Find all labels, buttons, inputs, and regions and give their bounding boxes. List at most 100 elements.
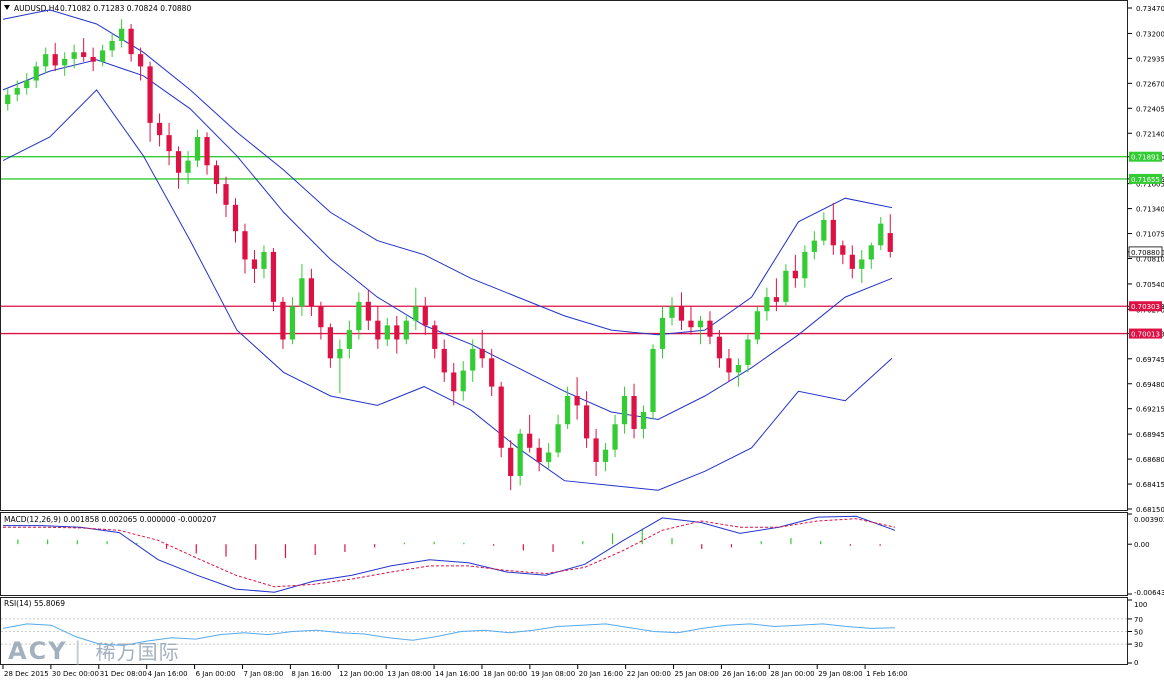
candle-body — [128, 28, 134, 55]
candle-body — [565, 395, 571, 425]
candle-body — [14, 88, 20, 95]
time-tick-label: 29 Jan 08:00 — [818, 670, 862, 678]
candle-body — [498, 386, 504, 448]
price-tick-label: 0.70540 — [1136, 281, 1164, 289]
bollinger-upper-line — [2, 9, 893, 336]
candle-body — [612, 424, 618, 450]
candle-body — [726, 358, 732, 373]
candle-body — [413, 306, 419, 321]
candle-body — [194, 137, 201, 161]
candle-body — [24, 80, 30, 89]
candle-body — [593, 438, 599, 462]
price-tick-label: 0.69745 — [1136, 356, 1164, 364]
candle-body — [346, 330, 352, 349]
macd-tick-label: 0.00 — [1134, 541, 1150, 549]
candle-body — [546, 452, 552, 462]
candle-body — [147, 66, 153, 123]
candle-body — [365, 301, 371, 321]
candle-body — [460, 370, 466, 392]
rsi-indicator — [1, 618, 1127, 646]
candle-body — [688, 320, 694, 328]
rsi-line — [2, 623, 896, 646]
time-tick-label: 19 Jan 08:00 — [531, 670, 575, 678]
candle-body — [327, 327, 333, 359]
candle-body — [318, 306, 324, 328]
candle-body — [631, 395, 637, 429]
candle-body — [716, 336, 723, 359]
price-tick-label: 0.68150 — [1136, 506, 1164, 514]
macd-indicator — [3, 515, 896, 593]
candle-body — [859, 259, 865, 269]
time-tick-label: 6 Jan 00:00 — [196, 670, 236, 678]
candle-body — [821, 219, 827, 241]
rsi-tick-label: 0 — [1134, 659, 1138, 667]
resistance-price-label: 0.71891 — [1131, 154, 1160, 162]
price-pane-header: AUDUSD,H4 0.71082 0.71283 0.70824 0.7088… — [4, 4, 191, 13]
rsi-tick-label: 70 — [1134, 616, 1143, 624]
candle-body — [602, 449, 609, 462]
time-tick-label: 25 Jan 08:00 — [675, 670, 719, 678]
candle-body — [432, 325, 438, 349]
candle-body — [289, 306, 296, 340]
candle-body — [840, 245, 846, 255]
candle-body — [802, 251, 808, 279]
time-tick-label: 1 Feb 16:00 — [866, 670, 907, 678]
symbol-label: AUDUSD,H4 — [14, 4, 59, 13]
time-tick-label: 7 Jan 08:00 — [243, 670, 283, 678]
broker-watermark: ACY | 稀万国际 — [8, 636, 180, 665]
price-tick-label: 0.72935 — [1136, 55, 1164, 63]
price-tick-label: 0.71605 — [1136, 181, 1164, 189]
candle-body — [232, 204, 239, 232]
candle-body — [470, 348, 476, 371]
price-tick-label: 0.68945 — [1136, 431, 1164, 439]
candle-body — [697, 320, 704, 328]
price-tick-label: 0.72140 — [1136, 130, 1164, 138]
candle-body — [830, 219, 836, 246]
candle-body — [109, 40, 115, 51]
horizontal-levels[interactable]: 0.71891 0.71655 0.70303 0.70013 0.70880 — [1, 151, 1163, 339]
candle-body — [299, 278, 305, 307]
watermark-cn: 稀万国际 — [95, 640, 180, 664]
candle-body — [849, 254, 855, 269]
watermark-brand: ACY — [8, 637, 68, 665]
time-tick-label: 8 Jan 16:00 — [291, 670, 331, 678]
support-price-box — [1129, 301, 1162, 312]
candle-body — [100, 50, 106, 62]
candlestick-series — [5, 19, 893, 491]
candle-body — [887, 233, 893, 252]
candle-body — [308, 278, 315, 307]
candle-body — [261, 251, 267, 269]
candle-body — [251, 259, 258, 269]
resistance-price-label: 0.71655 — [1131, 176, 1160, 184]
candle-body — [669, 306, 675, 318]
dropdown-triangle-icon — [4, 5, 10, 10]
candle-body — [242, 231, 248, 260]
candle-body — [574, 395, 580, 406]
candle-body — [204, 137, 210, 166]
candle-body — [764, 297, 770, 312]
macd-line — [3, 515, 896, 593]
candle-body — [441, 348, 447, 373]
candle-body — [156, 122, 163, 136]
candle-body — [621, 395, 628, 425]
candle-body — [707, 320, 713, 337]
current-price-label: 0.70880 — [1131, 249, 1160, 257]
ohlc-label: 0.71082 0.71283 0.70824 0.70880 — [60, 4, 191, 13]
candle-body — [878, 223, 884, 246]
candle-body — [754, 311, 761, 340]
candle-body — [52, 54, 58, 66]
candle-body — [536, 447, 542, 462]
candle-body — [394, 325, 400, 340]
macd-tick-label: 0.003902 — [1134, 516, 1164, 524]
rsi-axis: 100 70 50 30 0 — [1128, 599, 1147, 667]
time-axis: 28 Dec 2015 30 Dec 00:00 31 Dec 08:00 4 Jan… — [2, 665, 908, 678]
price-tick-label: 0.72405 — [1136, 105, 1164, 113]
support-price-label: 0.70013 — [1131, 331, 1160, 339]
candle-body — [678, 306, 685, 321]
time-tick-label: 14 Jan 16:00 — [435, 670, 479, 678]
resistance-price-box — [1129, 173, 1162, 184]
candle-body — [33, 66, 39, 81]
